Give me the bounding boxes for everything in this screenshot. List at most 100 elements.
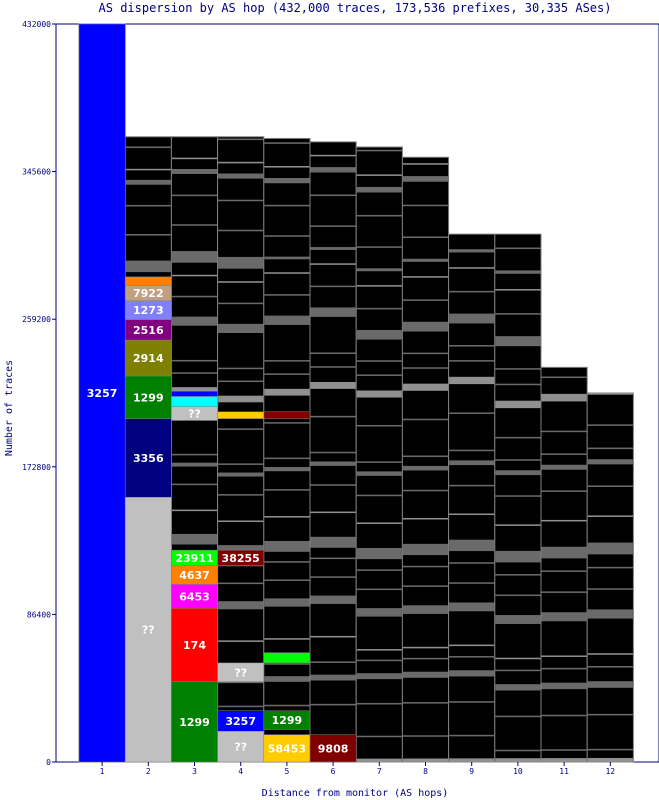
- minor-as-segment: [264, 467, 310, 472]
- as-segment-hop1-3257: [78, 23, 126, 763]
- minor-as-segment: [541, 519, 587, 522]
- as-segment-label: 1273: [133, 304, 164, 317]
- x-tick-label: 3: [192, 767, 197, 776]
- hop-column-10: [494, 233, 542, 763]
- minor-as-segment: [218, 494, 264, 496]
- minor-as-segment: [310, 674, 356, 681]
- minor-as-segment: [171, 453, 218, 456]
- as-segment-hop6-9808: [309, 734, 357, 763]
- minor-as-segment: [356, 659, 402, 662]
- minor-as-segment: [449, 449, 495, 452]
- minor-as-segment: [171, 462, 218, 467]
- minor-as-segment: [587, 681, 633, 688]
- minor-as-segment: [587, 424, 633, 426]
- minor-as-segment: [449, 290, 495, 293]
- minor-as-segment: [356, 461, 402, 463]
- as-segment-hop2-2914: [124, 339, 172, 377]
- minor-as-segment: [495, 313, 541, 315]
- minor-as-segment: [402, 758, 449, 762]
- minor-as-segment: [310, 415, 356, 418]
- minor-as-segment: [587, 447, 633, 450]
- minor-as-segment: [171, 509, 218, 512]
- as-segment-label: 2516: [133, 324, 164, 337]
- minor-as-segment: [171, 224, 218, 226]
- minor-as-segment: [310, 461, 356, 466]
- minor-as-segment: [587, 666, 633, 668]
- minor-as-segment: [171, 372, 218, 374]
- as-segment-label: 7922: [133, 287, 164, 300]
- minor-as-segment: [587, 757, 633, 762]
- minor-as-segment: [587, 653, 633, 655]
- y-tick-label: 0: [46, 758, 51, 767]
- minor-as-segment: [449, 582, 495, 584]
- minor-as-segment: [541, 453, 587, 455]
- minor-as-segment: [541, 464, 587, 470]
- minor-as-segment: [402, 236, 449, 239]
- minor-as-segment: [264, 598, 310, 607]
- minor-as-segment: [264, 166, 310, 168]
- minor-as-segment: [356, 494, 402, 497]
- minor-as-segment: [449, 460, 495, 466]
- minor-as-segment: [495, 459, 541, 461]
- y-axis-label: Number of traces: [4, 360, 15, 456]
- as-segment-label: 4637: [179, 569, 210, 582]
- minor-as-segment: [125, 260, 171, 273]
- x-tick-label: 5: [284, 767, 289, 776]
- minor-as-segment: [402, 517, 449, 520]
- as-segment-label: 38255: [222, 552, 260, 565]
- minor-as-segment: [402, 176, 449, 182]
- minor-as-segment: [402, 276, 449, 278]
- minor-as-segment: [264, 704, 310, 707]
- minor-as-segment: [495, 594, 541, 597]
- minor-as-segment: [495, 247, 541, 250]
- minor-as-segment: [402, 367, 449, 369]
- as-segment-label: 9808: [318, 742, 349, 755]
- as-segment-hop3-16: [171, 391, 218, 397]
- minor-as-segment: [449, 360, 495, 362]
- minor-as-segment: [402, 321, 449, 332]
- minor-as-segment: [356, 608, 402, 617]
- minor-as-segment: [495, 436, 541, 439]
- minor-as-segment: [218, 302, 264, 305]
- minor-as-segment: [310, 661, 356, 663]
- minor-as-segment: [402, 585, 449, 587]
- minor-as-segment: [264, 489, 310, 491]
- minor-as-segment: [356, 735, 402, 738]
- minor-as-segment: [310, 635, 356, 638]
- minor-as-segment: [218, 281, 264, 283]
- as-segment-hop5-1299: [263, 710, 311, 730]
- as-segment-label: 6453: [179, 590, 210, 603]
- minor-as-segment: [356, 522, 402, 524]
- minor-as-segment: [402, 671, 449, 678]
- minor-as-segment: [310, 167, 356, 173]
- minor-as-segment: [310, 352, 356, 355]
- minor-as-segment: [356, 329, 402, 340]
- hop-column-9: [448, 233, 496, 763]
- minor-as-segment: [356, 149, 402, 152]
- x-tick-label: 9: [469, 767, 474, 776]
- minor-as-segment: [264, 516, 310, 518]
- minor-as-segment: [449, 412, 495, 414]
- minor-as-segment: [541, 758, 587, 762]
- minor-as-segment: [449, 656, 495, 658]
- minor-as-segment: [171, 483, 218, 486]
- minor-as-segment: [264, 315, 310, 325]
- minor-as-segment: [218, 173, 264, 179]
- minor-as-segment: [495, 574, 541, 576]
- x-tick-label: 8: [423, 767, 428, 776]
- minor-as-segment: [541, 682, 587, 690]
- minor-as-segment: [449, 249, 495, 253]
- minor-as-segment: [495, 684, 541, 691]
- minor-as-segment: [171, 533, 218, 545]
- minor-as-segment: [541, 749, 587, 751]
- minor-as-segment: [541, 393, 587, 402]
- as-segment-hop2-8: [124, 276, 172, 286]
- hop-column-11: [540, 366, 588, 763]
- minor-as-segment: [218, 582, 264, 585]
- as-segment-label: 58453: [268, 742, 306, 755]
- as-segment-label: ??: [234, 741, 247, 754]
- minor-as-segment: [356, 702, 402, 705]
- minor-as-segment: [449, 670, 495, 677]
- bars-layer: 3257?? 3356 1299 2914 2516 1273 7922 1299 174 645…: [78, 23, 634, 763]
